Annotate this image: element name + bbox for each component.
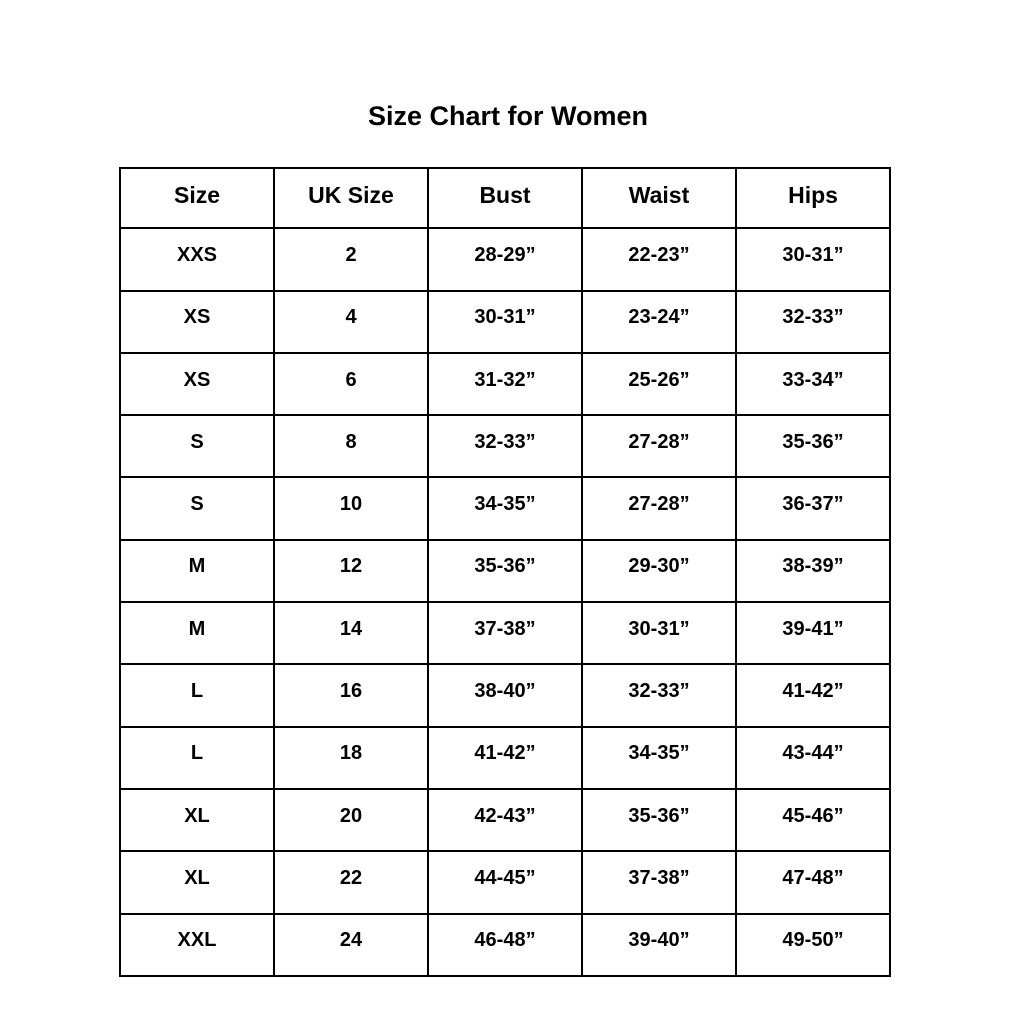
cell-waist: 34-35” bbox=[581, 725, 737, 790]
cell-uk-size: 4 bbox=[273, 289, 429, 354]
column-header-hips: Hips bbox=[735, 166, 891, 230]
cell-waist: 22-23” bbox=[581, 227, 737, 292]
cell-bust: 44-45” bbox=[427, 850, 583, 915]
cell-uk-size: 2 bbox=[273, 227, 429, 292]
table-row: L 18 41-42” 34-35” 43-44” bbox=[119, 725, 891, 790]
cell-size: XS bbox=[119, 351, 275, 417]
cell-bust: 30-31” bbox=[427, 289, 583, 354]
cell-hips: 45-46” bbox=[735, 787, 891, 853]
cell-waist: 27-28” bbox=[581, 476, 737, 541]
cell-bust: 42-43” bbox=[427, 787, 583, 853]
cell-waist: 37-38” bbox=[581, 850, 737, 915]
cell-uk-size: 12 bbox=[273, 538, 429, 604]
page-title: Size Chart for Women bbox=[367, 101, 649, 131]
cell-size: XXS bbox=[119, 227, 275, 292]
cell-uk-size: 24 bbox=[273, 912, 429, 977]
cell-hips: 38-39” bbox=[735, 538, 891, 604]
table-row: L 16 38-40” 32-33” 41-42” bbox=[119, 663, 891, 728]
cell-waist: 35-36” bbox=[581, 787, 737, 853]
cell-waist: 39-40” bbox=[581, 912, 737, 977]
cell-waist: 23-24” bbox=[581, 289, 737, 354]
cell-hips: 36-37” bbox=[735, 476, 891, 541]
cell-size: M bbox=[119, 538, 275, 604]
cell-size: S bbox=[119, 476, 275, 541]
cell-hips: 32-33” bbox=[735, 289, 891, 354]
cell-uk-size: 6 bbox=[273, 351, 429, 417]
cell-uk-size: 18 bbox=[273, 725, 429, 790]
cell-bust: 35-36” bbox=[427, 538, 583, 604]
cell-hips: 43-44” bbox=[735, 725, 891, 790]
cell-hips: 47-48” bbox=[735, 850, 891, 915]
cell-hips: 41-42” bbox=[735, 663, 891, 728]
cell-bust: 31-32” bbox=[427, 351, 583, 417]
cell-hips: 35-36” bbox=[735, 414, 891, 479]
cell-bust: 34-35” bbox=[427, 476, 583, 541]
cell-size: XL bbox=[119, 850, 275, 915]
table-row: XXS 2 28-29” 22-23” 30-31” bbox=[119, 227, 891, 292]
table-row: XXL 24 46-48” 39-40” 49-50” bbox=[119, 912, 891, 977]
cell-bust: 38-40” bbox=[427, 663, 583, 728]
cell-hips: 33-34” bbox=[735, 351, 891, 417]
table-row: S 10 34-35” 27-28” 36-37” bbox=[119, 476, 891, 541]
cell-uk-size: 8 bbox=[273, 414, 429, 479]
cell-bust: 37-38” bbox=[427, 601, 583, 666]
column-header-waist: Waist bbox=[581, 166, 737, 230]
table-row: XS 6 31-32” 25-26” 33-34” bbox=[119, 351, 891, 417]
cell-size: L bbox=[119, 725, 275, 790]
column-header-size: Size bbox=[119, 166, 275, 230]
cell-hips: 30-31” bbox=[735, 227, 891, 292]
cell-waist: 32-33” bbox=[581, 663, 737, 728]
column-header-uk-size: UK Size bbox=[273, 166, 429, 230]
cell-hips: 39-41” bbox=[735, 601, 891, 666]
table-row: XL 20 42-43” 35-36” 45-46” bbox=[119, 787, 891, 853]
cell-bust: 32-33” bbox=[427, 414, 583, 479]
table-row: M 12 35-36” 29-30” 38-39” bbox=[119, 538, 891, 604]
table-row: XS 4 30-31” 23-24” 32-33” bbox=[119, 289, 891, 354]
cell-waist: 27-28” bbox=[581, 414, 737, 479]
table-header-row: Size UK Size Bust Waist Hips bbox=[119, 166, 891, 230]
cell-uk-size: 22 bbox=[273, 850, 429, 915]
table-row: S 8 32-33” 27-28” 35-36” bbox=[119, 414, 891, 479]
column-header-bust: Bust bbox=[427, 166, 583, 230]
cell-size: XXL bbox=[119, 912, 275, 977]
cell-uk-size: 16 bbox=[273, 663, 429, 728]
cell-size: M bbox=[119, 601, 275, 666]
cell-size: L bbox=[119, 663, 275, 728]
cell-hips: 49-50” bbox=[735, 912, 891, 977]
cell-uk-size: 20 bbox=[273, 787, 429, 853]
table-row: M 14 37-38” 30-31” 39-41” bbox=[119, 601, 891, 666]
table-body: XXS 2 28-29” 22-23” 30-31” XS 4 30-31” 23-24” 32-… bbox=[119, 227, 891, 977]
cell-waist: 29-30” bbox=[581, 538, 737, 604]
cell-bust: 46-48” bbox=[427, 912, 583, 977]
cell-bust: 41-42” bbox=[427, 725, 583, 790]
cell-size: XS bbox=[119, 289, 275, 354]
cell-uk-size: 14 bbox=[273, 601, 429, 666]
cell-waist: 25-26” bbox=[581, 351, 737, 417]
cell-size: XL bbox=[119, 787, 275, 853]
cell-waist: 30-31” bbox=[581, 601, 737, 666]
size-chart-table: Size UK Size Bust Waist Hips XXS 2 28-29” 22-23… bbox=[119, 166, 891, 977]
cell-bust: 28-29” bbox=[427, 227, 583, 292]
cell-uk-size: 10 bbox=[273, 476, 429, 541]
table-row: XL 22 44-45” 37-38” 47-48” bbox=[119, 850, 891, 915]
cell-size: S bbox=[119, 414, 275, 479]
